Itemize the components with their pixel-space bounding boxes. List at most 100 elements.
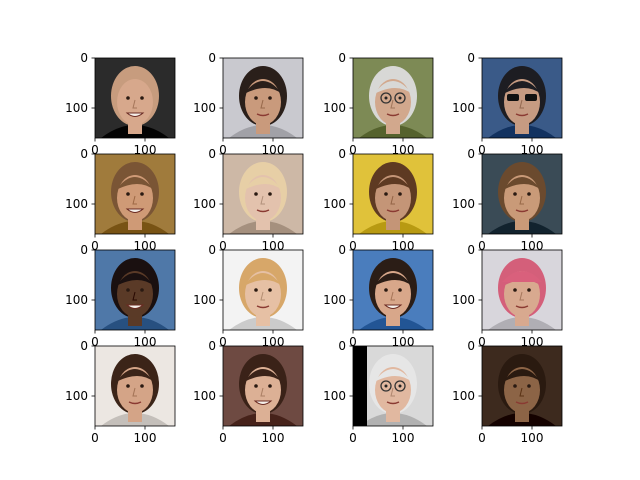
nose: [519, 291, 524, 301]
mouth: [515, 305, 529, 309]
axes-frame: [94, 153, 176, 235]
subplot-0-3: 0 100 0 100: [452, 51, 563, 157]
y-tick-label: 0: [467, 51, 475, 65]
face-icon: [353, 346, 433, 426]
eye: [140, 192, 144, 196]
x-tick-label: 100: [262, 431, 285, 445]
x-tick-label: 0: [478, 143, 486, 157]
eye: [513, 192, 517, 196]
nose: [390, 99, 395, 109]
face-icon: [223, 346, 303, 426]
eye: [126, 384, 130, 388]
y-tick-label: 0: [338, 339, 346, 353]
eye: [268, 384, 272, 388]
x-tick-label: 100: [134, 239, 157, 253]
x-tick-label: 0: [91, 431, 99, 445]
mouth: [383, 304, 403, 309]
eye: [268, 192, 272, 196]
face-icon: [95, 58, 175, 138]
nose: [519, 195, 524, 205]
x-tick-label: 100: [392, 431, 415, 445]
axes-frame: [481, 345, 563, 427]
x-tick-label: 100: [262, 335, 285, 349]
eye: [384, 384, 388, 388]
subplot-1-2: 0 100 0 100: [323, 147, 434, 253]
face-icon: [482, 346, 562, 426]
x-tick-label: 0: [219, 239, 227, 253]
y-tick-label: 0: [80, 51, 88, 65]
axes-frame: [222, 57, 304, 139]
mouth: [125, 208, 145, 213]
y-tick-label: 100: [65, 389, 88, 403]
mouth: [515, 209, 529, 213]
axes-frame: [94, 345, 176, 427]
eye: [126, 192, 130, 196]
x-tick-label: 0: [349, 335, 357, 349]
cap-shape: [502, 271, 542, 282]
y-tick-label: 100: [65, 293, 88, 307]
face-icon: [95, 154, 175, 234]
nose: [519, 387, 524, 397]
face-icon: [482, 58, 562, 138]
x-tick-label: 0: [219, 143, 227, 157]
eye: [126, 288, 130, 292]
face-icon: [353, 58, 433, 138]
eye: [268, 288, 272, 292]
mouth: [256, 305, 270, 309]
hair-fringe: [244, 81, 282, 94]
y-tick-label: 100: [323, 389, 346, 403]
y-tick-label: 0: [208, 243, 216, 257]
eye: [254, 384, 258, 388]
axes-frame: [481, 57, 563, 139]
x-tick-label: 100: [521, 239, 544, 253]
glasses-lens: [394, 92, 406, 104]
axes-frame: [481, 249, 563, 331]
mouth: [515, 113, 529, 117]
y-tick-label: 100: [193, 293, 216, 307]
axes-frame: [352, 345, 434, 427]
x-tick-label: 0: [91, 143, 99, 157]
subplot-0-0: 0 100 0 100: [65, 51, 176, 157]
y-tick-label: 100: [452, 101, 475, 115]
nose: [519, 99, 524, 109]
subplot-1-1: 0 100 0 100: [193, 147, 304, 253]
axes-frame: [94, 57, 176, 139]
nose: [390, 195, 395, 205]
nose: [260, 99, 265, 109]
eye: [527, 288, 531, 292]
y-tick-label: 100: [65, 101, 88, 115]
nose: [132, 387, 137, 397]
nose: [260, 291, 265, 301]
x-tick-label: 100: [392, 143, 415, 157]
axes-frame: [352, 57, 434, 139]
nose: [132, 291, 137, 301]
hair-fringe: [244, 369, 282, 382]
y-tick-label: 0: [467, 147, 475, 161]
hair-fringe: [244, 177, 282, 190]
eye: [384, 192, 388, 196]
glasses-lens: [394, 380, 406, 392]
y-tick-label: 100: [193, 197, 216, 211]
axes-frame: [222, 153, 304, 235]
x-tick-label: 0: [349, 239, 357, 253]
x-tick-label: 0: [91, 335, 99, 349]
face-icon: [353, 250, 433, 330]
x-tick-label: 0: [349, 431, 357, 445]
face-icon: [223, 250, 303, 330]
y-tick-label: 0: [338, 243, 346, 257]
mouth: [256, 209, 270, 213]
subplot-2-3: 0 100 0 100: [452, 243, 563, 349]
x-tick-label: 0: [91, 239, 99, 253]
y-tick-label: 0: [80, 243, 88, 257]
mouth: [125, 112, 145, 117]
axes-frame: [352, 249, 434, 331]
x-tick-label: 0: [219, 431, 227, 445]
axes-grid: 0 100 0 100 0 100 0 100 0 100 0 100 0 100 0 100 0 100 0 100…: [65, 51, 563, 445]
mouth: [125, 304, 145, 309]
y-tick-label: 0: [80, 339, 88, 353]
eye: [398, 192, 402, 196]
hair-fringe: [503, 369, 541, 382]
y-tick-label: 0: [338, 147, 346, 161]
mouth: [128, 401, 142, 405]
